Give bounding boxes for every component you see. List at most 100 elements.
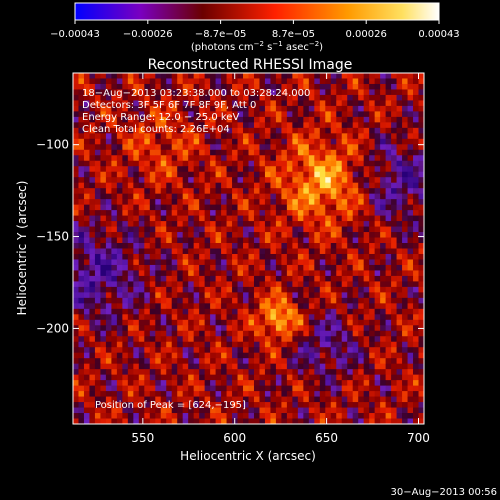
heatmap-cell [215, 199, 222, 206]
heatmap-cell [133, 330, 140, 337]
heatmap-cell [243, 369, 249, 376]
heatmap-cell [144, 138, 151, 145]
heatmap-cell [122, 160, 129, 167]
heatmap-cell [78, 248, 85, 255]
heatmap-cell [308, 199, 315, 206]
heatmap-cell [281, 297, 288, 304]
heatmap-cell [264, 89, 271, 96]
heatmap-cell [78, 204, 85, 211]
heatmap-cell [188, 308, 195, 315]
heatmap-cell [363, 369, 370, 376]
heatmap-cell [374, 215, 381, 222]
heatmap-cell [177, 149, 184, 156]
heatmap-cell [253, 286, 260, 293]
heatmap-cell [73, 89, 79, 96]
heatmap-cell [89, 396, 96, 403]
heatmap-cell [336, 127, 343, 134]
heatmap-cell [248, 116, 255, 123]
heatmap-cell [193, 402, 200, 408]
heatmap-cell [385, 105, 392, 112]
heatmap-cell [380, 270, 387, 277]
heatmap-cell [127, 210, 134, 216]
heatmap-cell [303, 78, 310, 85]
heatmap-cell [177, 111, 184, 118]
heatmap-cell [232, 94, 238, 101]
heatmap-cell [188, 166, 195, 173]
heatmap-cell [297, 330, 304, 337]
heatmap-cell [237, 133, 244, 140]
heatmap-cell [308, 83, 315, 90]
heatmap-cell [402, 210, 408, 216]
heatmap-cell [210, 177, 216, 184]
heatmap-cell [352, 182, 359, 189]
heatmap-cell [226, 177, 233, 184]
heatmap-cell [330, 380, 337, 387]
heatmap-cell [253, 380, 260, 387]
heatmap-cell [418, 122, 424, 129]
heatmap-cell [264, 363, 271, 370]
heatmap-cell [253, 270, 260, 277]
heatmap-cell [144, 358, 151, 365]
heatmap-cell [144, 133, 151, 140]
heatmap-cell [407, 166, 414, 173]
heatmap-cell [78, 232, 85, 238]
heatmap-cell [281, 385, 288, 392]
heatmap-cell [391, 127, 397, 134]
heatmap-cell [105, 297, 112, 304]
heatmap-cell [330, 259, 337, 266]
heatmap-cell [314, 292, 321, 299]
heatmap-cell [155, 391, 162, 397]
heatmap-cell [226, 314, 233, 321]
heatmap-cell [89, 243, 96, 249]
heatmap-cell [243, 138, 249, 145]
heatmap-cell [78, 83, 85, 90]
heatmap-cell [226, 100, 233, 107]
heatmap-cell [73, 418, 79, 424]
heatmap-cell [418, 352, 424, 359]
heatmap-cell [188, 177, 195, 184]
heatmap-cell [352, 105, 359, 112]
heatmap-cell [237, 391, 244, 397]
heatmap-cell [275, 83, 282, 90]
heatmap-cell [144, 308, 151, 315]
heatmap-cell [133, 177, 140, 184]
heatmap-cell [292, 237, 299, 244]
heatmap-cell [83, 188, 90, 195]
heatmap-cell [396, 243, 403, 249]
heatmap-cell [347, 308, 354, 315]
heatmap-cell [155, 166, 162, 173]
heatmap-cell [171, 358, 178, 365]
heatmap-cell [314, 358, 321, 365]
heatmap-cell [341, 325, 348, 332]
heatmap-cell [369, 264, 376, 271]
heatmap-cell [210, 193, 216, 200]
heatmap-cell [380, 155, 387, 162]
heatmap-cell [177, 270, 184, 277]
heatmap-cell [319, 221, 326, 227]
heatmap-cell [166, 253, 173, 260]
heatmap-cell [264, 281, 271, 288]
heatmap-cell [226, 248, 233, 255]
heatmap-cell [325, 319, 332, 326]
heatmap-cell [418, 396, 424, 403]
heatmap-cell [396, 122, 403, 129]
heatmap-cell [78, 413, 85, 419]
heatmap-cell [270, 407, 277, 414]
heatmap-cell [160, 292, 167, 299]
heatmap-cell [116, 215, 123, 222]
heatmap-cell [149, 221, 156, 227]
heatmap-cell [297, 374, 304, 381]
heatmap-cell [396, 336, 403, 343]
heatmap-cell [286, 138, 293, 145]
heatmap-cell [264, 314, 271, 321]
heatmap-cell [270, 292, 277, 299]
heatmap-cell [418, 319, 424, 326]
heatmap-cell [325, 402, 332, 408]
heatmap-cell [253, 166, 260, 173]
heatmap-cell [303, 166, 310, 173]
heatmap-cell [182, 105, 189, 112]
heatmap-cell [391, 105, 397, 112]
heatmap-cell [127, 122, 134, 129]
heatmap-cell [308, 133, 315, 140]
heatmap-cell [281, 330, 288, 337]
